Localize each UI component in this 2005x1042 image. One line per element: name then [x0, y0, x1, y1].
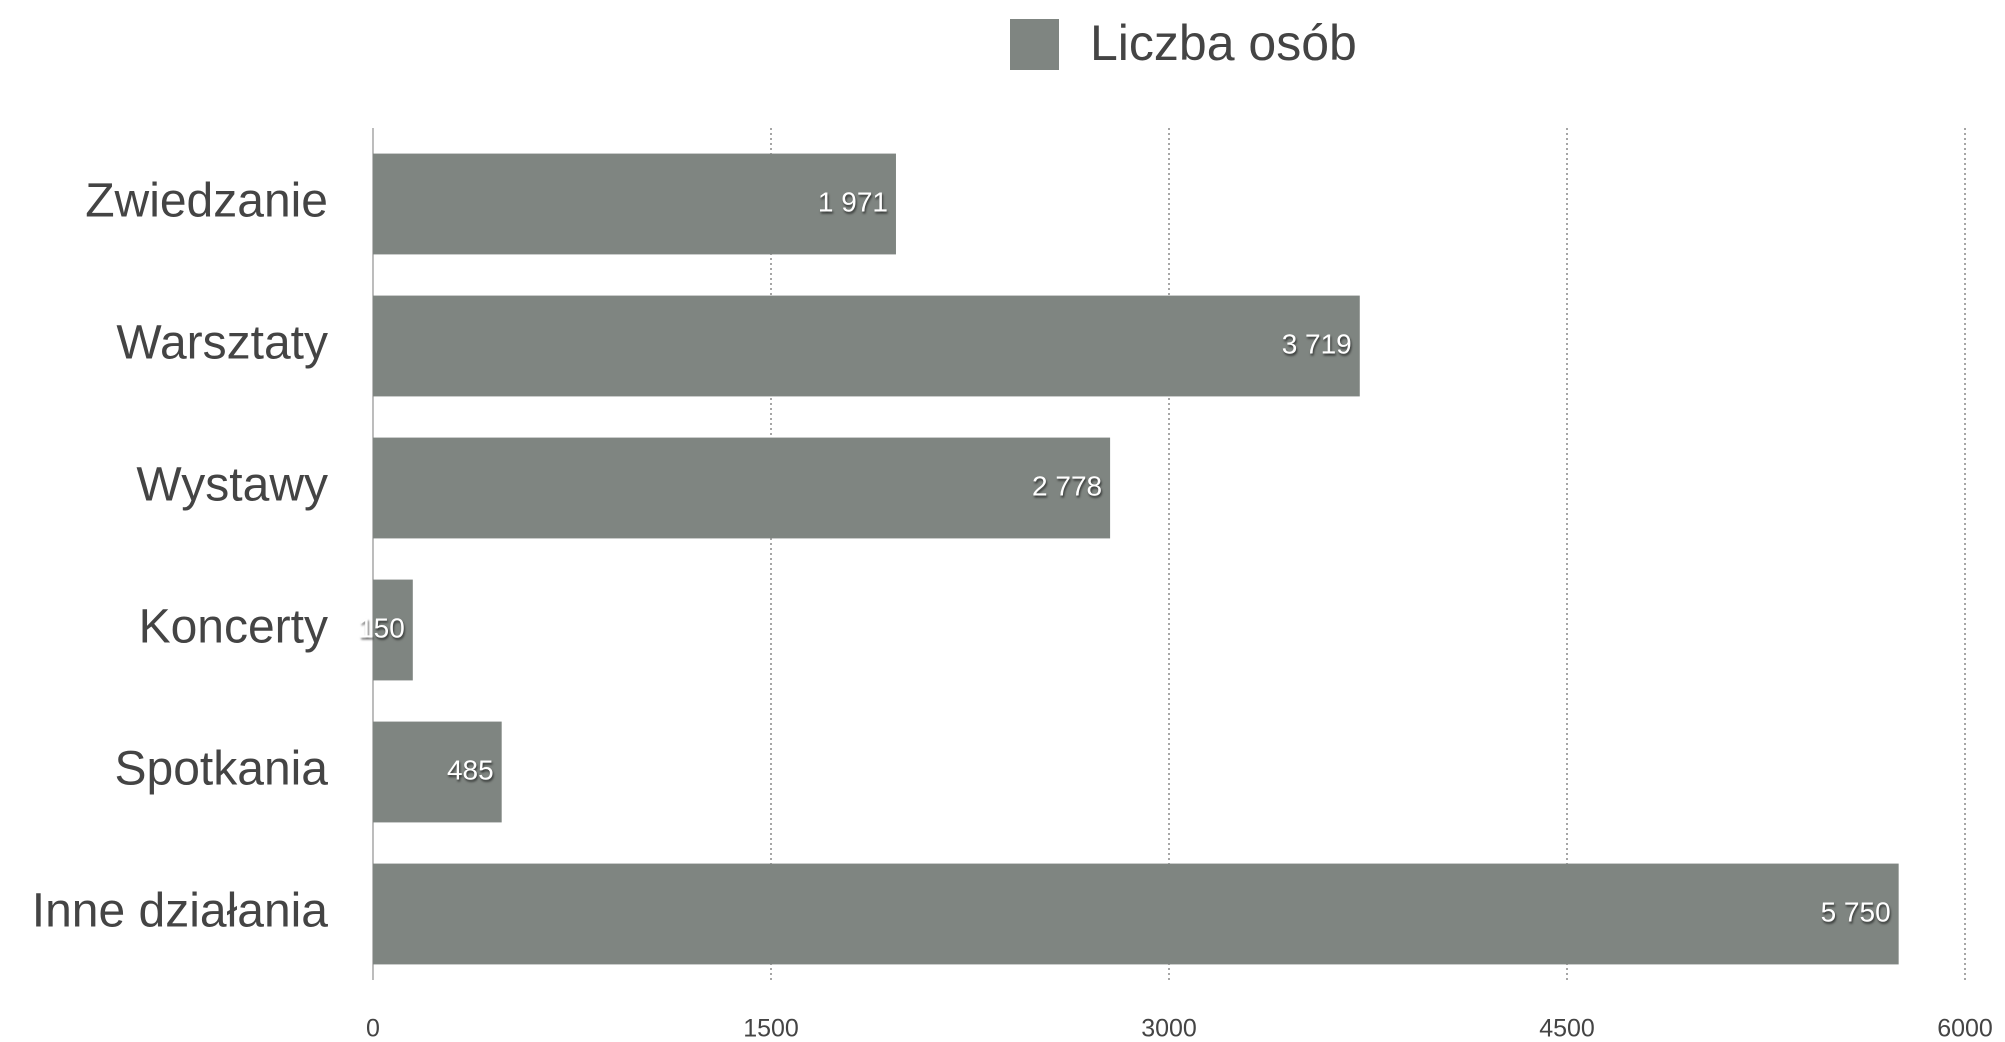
value-label: 2 778 [1032, 470, 1102, 501]
value-label: 3 719 [1282, 328, 1352, 359]
y-tick-label: Spotkania [115, 743, 329, 796]
value-label: 485 [447, 754, 494, 785]
x-tick-label: 3000 [1141, 1015, 1197, 1042]
x-tick-label: 1500 [743, 1015, 799, 1042]
x-tick-label: 6000 [1937, 1015, 1993, 1042]
x-tick-label: 4500 [1539, 1015, 1595, 1042]
legend-swatch [1010, 19, 1059, 70]
value-label: 1 971 [818, 186, 888, 217]
y-tick-label: Zwiedzanie [85, 175, 328, 228]
legend-label: Liczba osób [1090, 15, 1357, 71]
bar [373, 153, 896, 255]
x-tick-label: 0 [366, 1015, 380, 1042]
y-tick-label: Warsztaty [116, 317, 328, 370]
value-label: 150 [358, 612, 405, 643]
bar [373, 579, 413, 681]
bar [373, 437, 1111, 539]
y-tick-label: Wystawy [136, 459, 328, 512]
bar [373, 721, 502, 823]
y-tick-label: Inne działania [32, 885, 329, 938]
bar [373, 295, 1360, 397]
value-label: 5 750 [1821, 896, 1891, 927]
y-tick-label: Koncerty [139, 601, 328, 654]
bar [373, 863, 1899, 965]
